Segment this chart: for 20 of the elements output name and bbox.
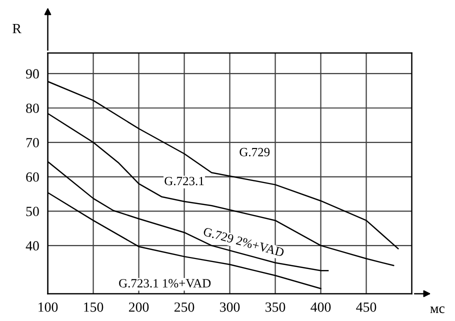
x-tick-label: 400	[310, 302, 331, 312]
x-tick-label: 200	[128, 302, 149, 312]
y-tick-label: 50	[26, 206, 39, 216]
y-tick-label: 80	[26, 104, 39, 113]
y-tick-label: 90	[26, 69, 39, 79]
y-tick-label: 40	[26, 241, 39, 251]
x-tick-label: 150	[84, 302, 104, 312]
x-tick-label: 350	[266, 302, 286, 312]
text: G.729 2%+VAD	[202, 227, 284, 257]
series-label: G.723.1 1%+VAD	[119, 279, 211, 288]
series-label: G.729	[240, 148, 270, 156]
x-tick-label: 300	[220, 302, 240, 312]
y-axis-title: R	[12, 24, 22, 34]
y-tick-label: 70	[26, 138, 39, 148]
series-label: G.723.1	[164, 176, 204, 186]
x-tick-label: 100	[38, 302, 58, 312]
x-axis-title: мс	[430, 306, 444, 314]
y-tick-label: 60	[26, 172, 39, 182]
x-tick-label: 450	[356, 302, 376, 312]
x-tick-label: 250	[174, 302, 194, 312]
